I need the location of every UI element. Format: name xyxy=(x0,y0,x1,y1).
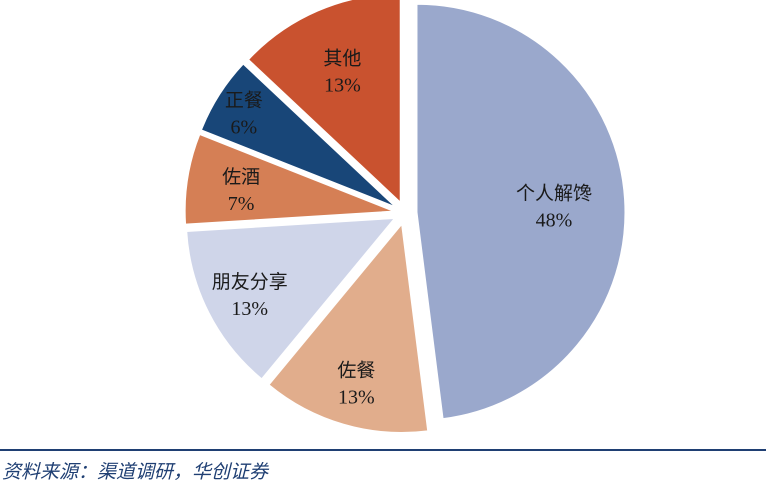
slice-label: 朋友分享 xyxy=(212,271,288,293)
slice-label: 佐餐 xyxy=(337,359,375,381)
source-note: 资料来源：渠道调研，华创证券 xyxy=(2,461,269,483)
slice-value-label: 6% xyxy=(230,117,257,139)
slice-value-label: 48% xyxy=(536,210,573,232)
slice-label: 正餐 xyxy=(225,90,263,112)
pie-slice xyxy=(186,217,396,380)
pie-chart: 个人解馋 48% 佐餐 13% 朋友分享 13% 佐酒 7% 正餐 6% 其他 13% xyxy=(184,0,626,433)
pie-slice xyxy=(184,133,394,225)
pie-slice xyxy=(247,0,401,204)
pie-slice xyxy=(200,63,396,208)
slice-value-label: 13% xyxy=(338,386,375,408)
slice-value-label: 7% xyxy=(228,193,255,215)
slice-label: 佐酒 xyxy=(222,166,260,188)
slice-value-label: 13% xyxy=(231,298,268,320)
slice-label: 其他 xyxy=(323,47,361,69)
slice-label: 个人解馋 xyxy=(516,183,592,205)
source-divider xyxy=(0,449,766,451)
pie-slice xyxy=(268,223,429,433)
slice-value-label: 13% xyxy=(324,74,361,96)
pie-slice xyxy=(416,3,626,420)
